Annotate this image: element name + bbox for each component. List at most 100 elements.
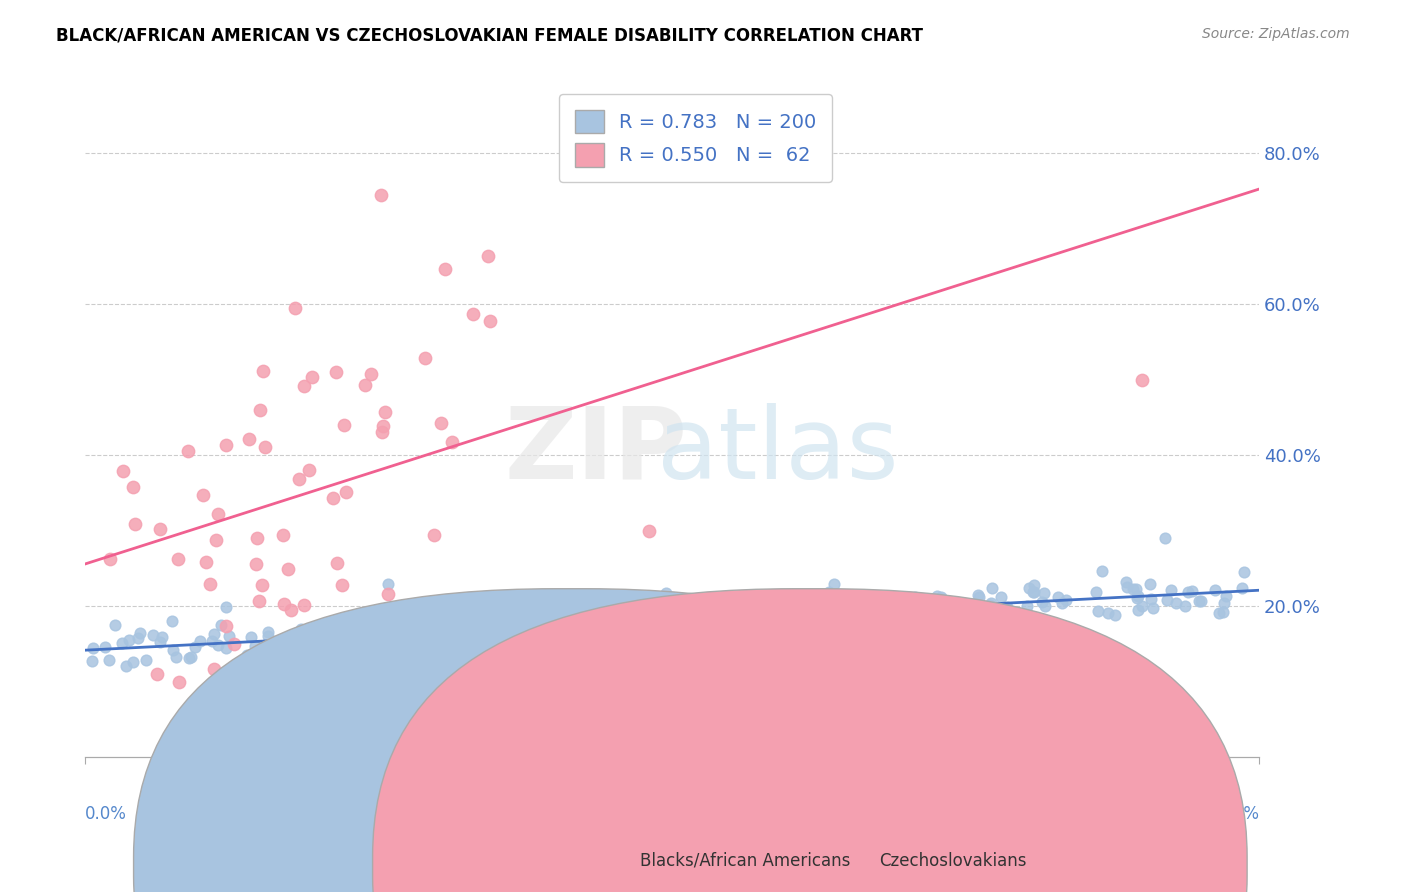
Point <box>787 601 810 615</box>
Point <box>1212 605 1234 619</box>
Point <box>359 623 381 637</box>
Point <box>1177 584 1199 599</box>
Point <box>82 641 104 656</box>
Point <box>160 615 183 629</box>
Point <box>167 674 190 689</box>
Point <box>356 648 378 663</box>
Point <box>683 603 706 617</box>
Point <box>291 631 314 645</box>
Point <box>1230 581 1253 595</box>
Point <box>423 528 446 542</box>
Point <box>711 590 734 604</box>
Point <box>456 640 478 654</box>
Point <box>1052 596 1074 610</box>
Point <box>284 301 307 315</box>
Point <box>249 663 271 677</box>
Point <box>207 638 229 652</box>
Point <box>367 623 389 637</box>
Point <box>179 651 201 665</box>
Point <box>263 636 285 650</box>
Point <box>1166 596 1188 610</box>
Point <box>990 590 1012 604</box>
Point <box>343 616 366 631</box>
Point <box>98 552 121 566</box>
Point <box>252 578 274 592</box>
Point <box>792 615 814 630</box>
Point <box>823 577 845 591</box>
Point <box>1181 584 1204 599</box>
Point <box>304 627 326 641</box>
Point <box>98 653 121 667</box>
Point <box>1130 599 1153 614</box>
Point <box>371 425 394 440</box>
Point <box>671 620 693 634</box>
Point <box>218 629 240 643</box>
Point <box>688 614 710 628</box>
Point <box>371 419 394 434</box>
Point <box>678 607 700 622</box>
Point <box>177 444 200 458</box>
Point <box>235 674 257 689</box>
Point <box>441 435 464 450</box>
Point <box>149 522 172 536</box>
Point <box>249 403 271 417</box>
Point <box>575 635 598 649</box>
Point <box>707 629 730 643</box>
Point <box>401 615 423 629</box>
Point <box>180 650 202 665</box>
Point <box>191 488 214 502</box>
Point <box>222 637 245 651</box>
Point <box>1156 593 1178 607</box>
Point <box>271 528 294 542</box>
Point <box>927 589 949 603</box>
Point <box>127 631 149 645</box>
Point <box>980 581 1002 595</box>
Point <box>506 632 529 646</box>
Point <box>655 586 678 600</box>
Point <box>215 600 238 615</box>
Point <box>188 634 211 648</box>
Point <box>967 589 990 603</box>
Point <box>245 639 267 653</box>
Point <box>257 625 280 640</box>
Point <box>849 607 872 621</box>
Point <box>1125 582 1147 596</box>
Point <box>1130 373 1153 387</box>
Point <box>356 614 378 628</box>
Point <box>1022 578 1045 592</box>
Point <box>292 631 315 645</box>
Point <box>418 630 440 644</box>
Point <box>453 624 475 639</box>
Point <box>703 615 725 630</box>
Text: ZIP: ZIP <box>505 403 688 500</box>
Point <box>477 249 499 263</box>
Legend: R = 0.783   N = 200, R = 0.550   N =  62: R = 0.783 N = 200, R = 0.550 N = 62 <box>560 94 832 182</box>
Point <box>325 365 347 379</box>
Point <box>246 531 269 545</box>
Point <box>609 593 631 607</box>
Point <box>664 635 686 649</box>
Point <box>447 632 470 646</box>
Text: Blacks/African Americans: Blacks/African Americans <box>640 852 851 870</box>
Point <box>1140 591 1163 606</box>
Point <box>1115 575 1137 590</box>
Point <box>527 632 550 646</box>
Point <box>1084 584 1107 599</box>
Point <box>513 610 536 624</box>
Text: 0.0%: 0.0% <box>86 805 127 823</box>
Point <box>1022 584 1045 599</box>
Point <box>815 612 838 626</box>
Point <box>360 367 382 381</box>
Point <box>167 551 190 566</box>
Point <box>716 631 738 645</box>
Point <box>354 377 377 392</box>
Point <box>111 636 134 650</box>
Point <box>929 590 952 604</box>
Point <box>330 578 353 592</box>
Point <box>696 626 718 640</box>
Point <box>430 416 453 430</box>
Point <box>204 533 226 548</box>
Point <box>877 606 900 620</box>
Point <box>146 666 169 681</box>
Point <box>934 612 956 626</box>
